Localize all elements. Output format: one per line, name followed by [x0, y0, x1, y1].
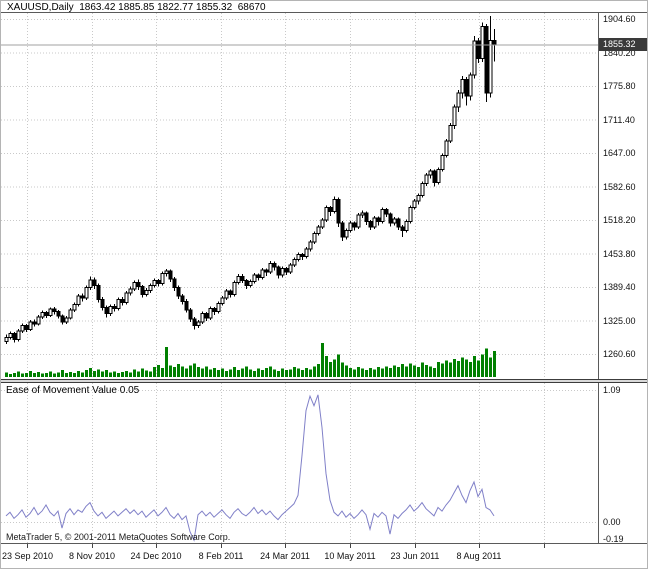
price-axis-label: 1711.40 [603, 114, 635, 125]
time-axis-label: 8 Nov 2010 [68, 551, 116, 561]
price-axis-label: 1904.60 [603, 14, 636, 24]
price-axis-label: 1260.60 [603, 349, 636, 359]
price-axis[interactable]: 1904.60 1840.20 1775.80 1711.40 1647.00 1582.… [599, 1, 647, 544]
time-axis-label: 8 Aug 2011 [456, 551, 502, 561]
time-axis[interactable]: 23 Sep 2010 8 Nov 2010 24 Dec 2010 8 Feb 20… [1, 544, 647, 568]
time-axis-tick [350, 544, 351, 548]
time-axis-tick [544, 544, 545, 548]
time-axis-tick [221, 544, 222, 548]
indicator-axis-label: 1.09 [603, 385, 621, 395]
time-axis-tick [479, 544, 480, 548]
time-axis-label: 23 Sep 2010 [2, 551, 54, 561]
time-axis-tick [156, 544, 157, 548]
price-axis-label: 1325.00 [603, 315, 636, 326]
price-axis-label: 1582.60 [603, 181, 636, 192]
copyright-text: MetaTrader 5, © 2001-2011 MetaQuotes Sof… [6, 532, 231, 542]
price-axis-label: 1518.20 [603, 215, 636, 225]
price-axis-label: 1775.80 [603, 81, 636, 91]
panel-splitter[interactable] [1, 379, 647, 383]
price-axis-label: 1389.40 [603, 282, 636, 292]
time-axis-label: 8 Feb 2011 [198, 551, 244, 561]
candlestick-chart[interactable] [1, 13, 598, 379]
eom-indicator-chart[interactable] [1, 383, 598, 543]
ohlc-header: XAUUSD,Daily 1863.42 1885.85 1822.77 185… [7, 2, 266, 13]
main-panel-top-frame [1, 12, 647, 13]
current-price-badge: 1855.32 [599, 38, 647, 51]
price-axis-label: 1840.20 [603, 47, 636, 58]
time-axis-label: 24 Dec 2010 [130, 551, 182, 561]
time-axis-tick [27, 544, 28, 548]
indicator-name: Ease of Movement Value [6, 385, 117, 396]
time-axis-label: 24 Mar 2011 [260, 551, 310, 561]
price-chart-panel[interactable] [1, 13, 599, 379]
time-axis-tick [285, 544, 286, 548]
indicator-panel[interactable] [1, 383, 599, 543]
indicator-panel-bottom-frame [1, 543, 647, 544]
indicator-axis-label: -0.19 [603, 534, 624, 544]
indicator-axis-label: 0.00 [603, 517, 621, 527]
time-axis-tick [415, 544, 416, 548]
price-axis-label: 1453.80 [603, 248, 636, 259]
price-axis-label: 1647.00 [603, 148, 636, 158]
indicator-current-value: 0.05 [119, 385, 140, 396]
time-axis-label: 23 Jun 2011 [390, 551, 440, 561]
time-axis-label: 10 May 2011 [324, 551, 376, 561]
time-axis-tick [92, 544, 93, 548]
indicator-label: Ease of Movement Value 0.05 [6, 385, 139, 396]
